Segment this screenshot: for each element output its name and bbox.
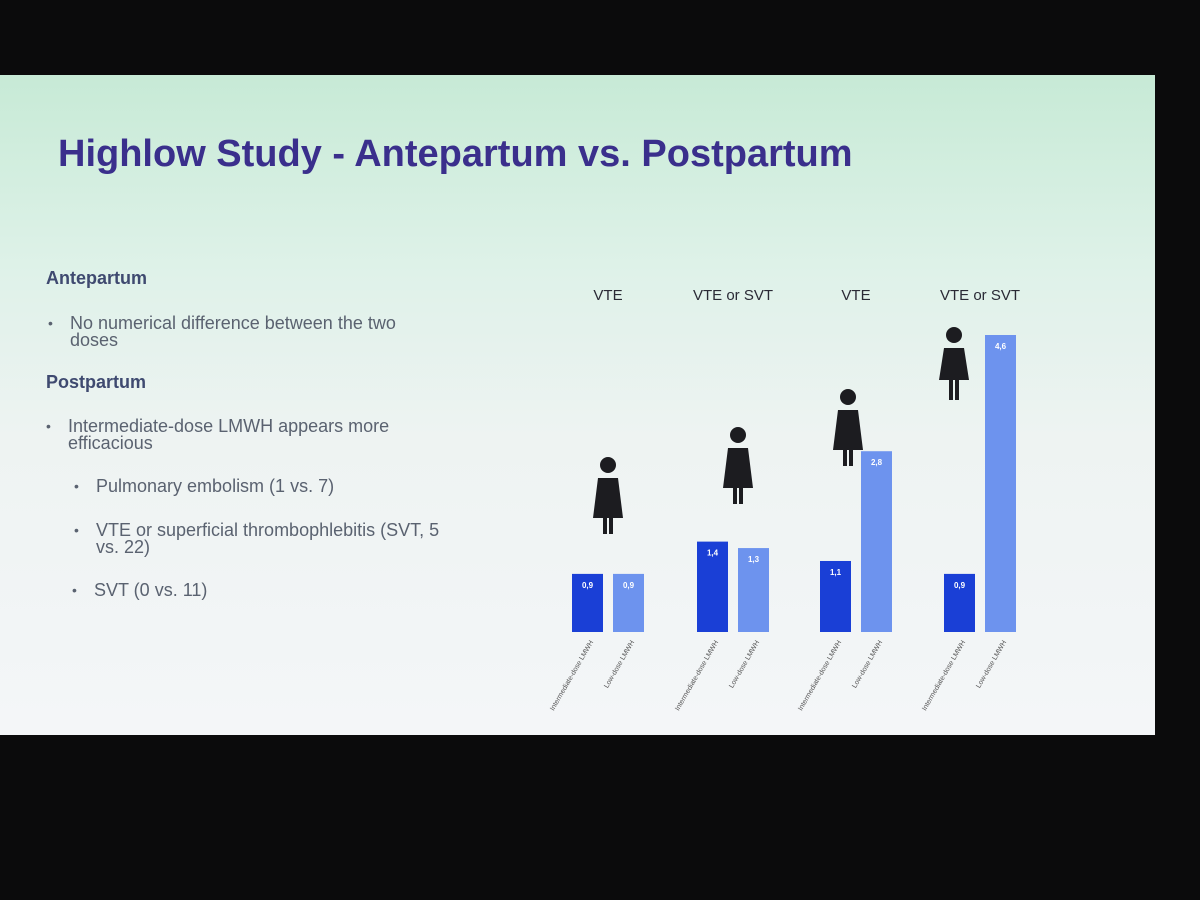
bullet: No numerical difference between the two … (48, 314, 430, 349)
icons (593, 327, 969, 534)
bar (738, 548, 769, 632)
bullet: Intermediate-dose LMWH appears more effi… (46, 417, 408, 452)
bar (944, 573, 975, 632)
bar (820, 560, 851, 632)
x-tick-label: Low-dose LMWH (603, 640, 636, 690)
mother-icon (939, 327, 969, 400)
group-label: VTE or SVT (693, 287, 773, 304)
value-label: 1,1 (830, 568, 842, 577)
slide-title: Highlow Study - Antepartum vs. Postpartu… (58, 133, 853, 175)
mother-icon (833, 389, 863, 466)
value-label: 0,9 (623, 581, 635, 590)
group-label: VTE or SVT (940, 287, 1020, 304)
pregnant-icon (723, 427, 753, 504)
x-tick-label: Intermediate-dose LMWH (797, 640, 843, 713)
bar (985, 335, 1016, 632)
sub-bullet: Pulmonary embolism (1 vs. 7) (74, 477, 456, 495)
x-tick-label: Low-dose LMWH (975, 640, 1008, 690)
bar (697, 541, 728, 632)
group-label: VTE (593, 287, 622, 304)
value-label: 0,9 (954, 581, 966, 590)
bar (613, 573, 644, 632)
x-tick-label: Low-dose LMWH (851, 640, 884, 690)
value-label: 0,9 (582, 581, 594, 590)
section-heading: Antepartum (46, 268, 148, 288)
value-label: 1,3 (748, 555, 760, 564)
x-tick-label: Low-dose LMWH (728, 640, 761, 690)
pregnant-icon (593, 457, 623, 534)
group-label: VTE (841, 287, 870, 304)
value-label: 2,8 (871, 458, 883, 467)
sub-bullet: VTE or superficial thrombophlebitis (SVT… (74, 521, 446, 556)
value-label: 1,4 (707, 549, 719, 558)
value-label: 4,6 (995, 342, 1007, 351)
x-tick-label: Intermediate-dose LMWH (921, 640, 967, 713)
sub-bullet: SVT (0 vs. 11) (72, 581, 454, 599)
x-tick-label: Intermediate-dose LMWH (674, 640, 720, 713)
bar (572, 573, 603, 632)
x-tick-label: Intermediate-dose LMWH (549, 640, 595, 713)
bar (861, 451, 892, 632)
section-heading: Postpartum (46, 372, 147, 392)
